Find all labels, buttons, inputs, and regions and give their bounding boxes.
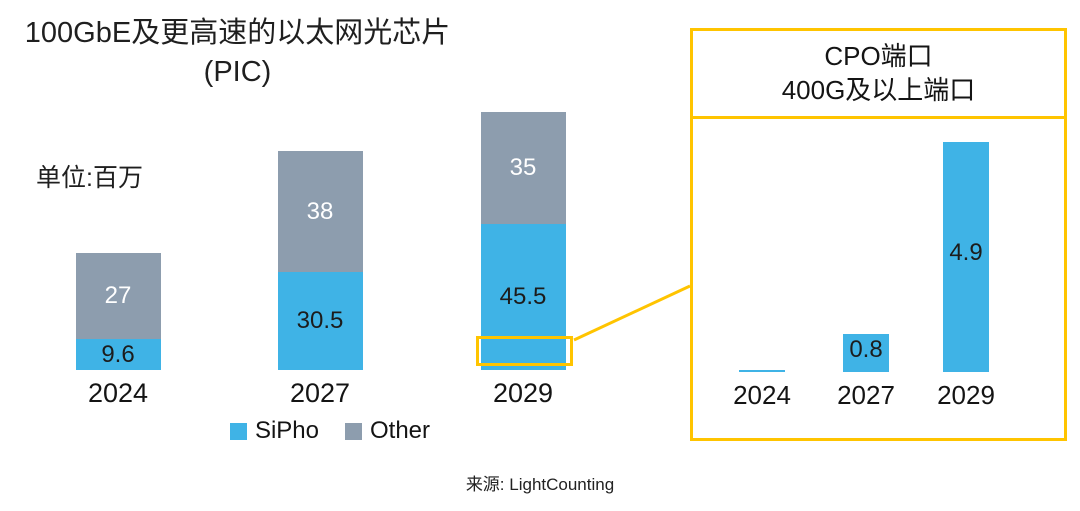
cpo-highlight-box [476, 336, 573, 366]
cpo-bar: 4.9 [943, 141, 989, 372]
legend: SiPho Other [120, 417, 540, 445]
cpo-bar [739, 370, 785, 372]
bar-segment-sipho: 30.5 [277, 272, 363, 370]
legend-item-sipho: SiPho [229, 417, 319, 445]
source-caption: 来源: LightCounting [465, 475, 615, 494]
bar-segment-other: 27 [75, 252, 161, 340]
axis-label-year: 2027 [289, 378, 351, 408]
page-title: 100GbE及更高速的以太网光芯片 (PIC) [5, 14, 470, 92]
inset-title-line1: CPO端口 [824, 41, 933, 71]
bar-segment-other: 35 [480, 112, 566, 225]
page-title-line1: 100GbE及更高速的以太网光芯片 [24, 17, 451, 49]
legend-swatch [345, 422, 362, 440]
legend-swatch [229, 422, 247, 440]
legend-label: Other [370, 417, 431, 444]
cpo-bar: 0.8 [843, 334, 889, 372]
page-title-line2: (PIC) [203, 56, 272, 89]
inset-title-line2: 400G及以上端口 [781, 74, 976, 105]
axis-label-year: 2029 [492, 378, 554, 408]
bar-segment-sipho: 9.6 [75, 339, 161, 370]
bar-segment-other: 38 [277, 150, 363, 273]
legend-item-other: Other [345, 417, 430, 445]
axis-label-year: 2024 [733, 380, 791, 410]
unit-label: 单位:百万 [36, 164, 143, 192]
axis-label-year: 2024 [87, 378, 149, 408]
inset-title: CPO端口 400G及以上端口 [693, 31, 1064, 119]
cpo-inset-panel: CPO端口 400G及以上端口 [690, 28, 1067, 441]
legend-label: SiPho [254, 417, 319, 444]
cpo-bar-value: 4.9 [949, 238, 983, 266]
axis-label-year: 2029 [937, 380, 995, 410]
cpo-bar-value: 0.8 [849, 336, 883, 364]
axis-label-year: 2027 [837, 380, 895, 410]
bar-segment-sipho: 45.5 [480, 224, 566, 370]
